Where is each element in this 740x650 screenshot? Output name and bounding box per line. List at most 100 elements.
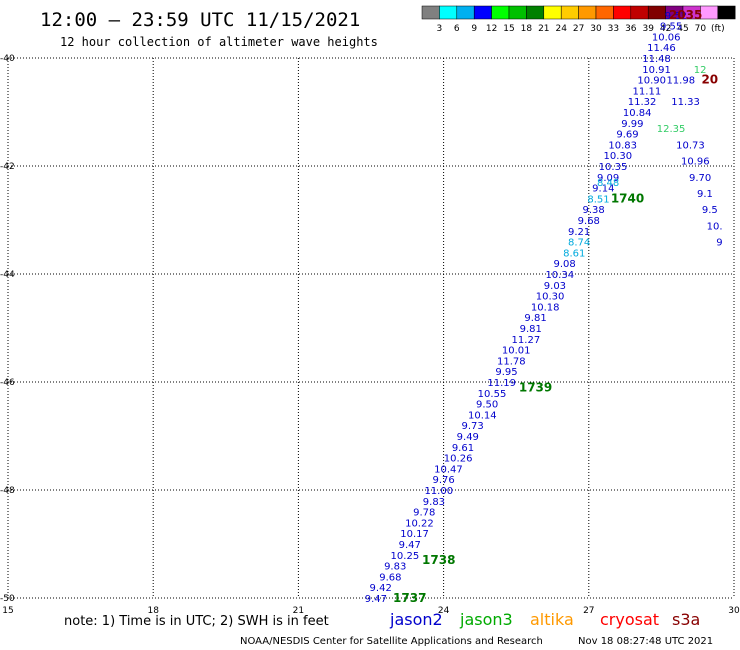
satellite-legend-item: jason3 xyxy=(459,610,513,629)
swh-value-label: 9.09 xyxy=(597,173,619,184)
swh-value-label: 10.35 xyxy=(599,162,628,173)
chart-title: 12:00 — 23:59 UTC 11/15/2021 xyxy=(40,9,360,31)
time-label: 2035 xyxy=(669,8,702,22)
swh-value-label: 11.98 xyxy=(666,76,695,87)
swh-value-label: 11.00 xyxy=(424,486,453,497)
swh-value-label: 9.99 xyxy=(621,119,643,130)
swh-value-label: 9.73 xyxy=(462,421,484,432)
swh-value-label: 12 xyxy=(694,65,707,76)
time-label: 1738 xyxy=(422,553,455,567)
swh-value-label: 10.30 xyxy=(536,292,565,303)
swh-value-label: 9.03 xyxy=(544,281,566,292)
grid xyxy=(7,57,735,599)
swh-value-label: 9.52 xyxy=(665,11,687,22)
color-swatch xyxy=(613,5,632,20)
swh-value-label: 10.18 xyxy=(531,302,560,313)
time-labels: 1737 1738 1739 1740 2035 20 xyxy=(393,8,718,605)
color-swatch xyxy=(439,5,458,20)
swh-value-label: 10.06 xyxy=(652,32,681,43)
swh-value-label: 11.78 xyxy=(497,356,526,367)
color-scale-label: 6 xyxy=(454,24,460,34)
swh-value-label: 10.55 xyxy=(478,389,507,400)
swh-value-label: 9.95 xyxy=(495,367,517,378)
color-swatch xyxy=(700,5,719,20)
swh-value-label: 11.32 xyxy=(628,97,657,108)
swh-value-label: 9.42 xyxy=(370,583,392,594)
swh-value-label: 9.78 xyxy=(413,508,435,519)
swh-value-label: 10.22 xyxy=(405,518,434,529)
color-scale-label: 30 xyxy=(590,24,602,34)
color-swatch xyxy=(491,5,510,20)
swh-value-label: 9.55 xyxy=(660,22,682,33)
y-tick-label: -50 xyxy=(0,594,15,604)
swh-value-label: 9.49 xyxy=(457,432,479,443)
swh-value-label: 10.84 xyxy=(623,108,652,119)
y-tick-label: -42 xyxy=(0,162,15,172)
swh-value-label: 10.96 xyxy=(681,157,710,168)
color-scale-label: 3 xyxy=(437,24,443,34)
swh-value-label: 11.33 xyxy=(671,97,700,108)
footer-note: note: 1) Time is in UTC; 2) SWH is in fe… xyxy=(64,614,329,629)
swh-value-label: 9.50 xyxy=(476,400,498,411)
color-swatch xyxy=(526,5,545,20)
x-tick-label: 24 xyxy=(438,606,450,616)
y-tick-label: -44 xyxy=(0,270,15,280)
swh-value-label: 11.27 xyxy=(512,335,541,346)
swh-value-label: 9.81 xyxy=(520,324,542,335)
satellite-legend-item: cryosat xyxy=(600,610,659,629)
swh-value-label: 8.51 xyxy=(587,194,609,205)
swh-value-label: 10.01 xyxy=(502,346,531,357)
swh-value-label: 10.73 xyxy=(676,140,705,151)
time-label: 20 xyxy=(701,73,718,87)
swh-value-label: 10.34 xyxy=(545,270,574,281)
color-scale-label: 39 xyxy=(642,24,654,34)
swh-value-label: 10.25 xyxy=(391,551,420,562)
y-tick-label: -46 xyxy=(0,378,15,388)
x-tick-label: 30 xyxy=(728,606,740,616)
color-swatch xyxy=(508,5,527,20)
color-scale-label: 12 xyxy=(486,24,497,34)
swh-value-label: 9.68 xyxy=(578,216,600,227)
swh-value-label: 9 xyxy=(716,238,722,249)
swh-value-label: 11.48 xyxy=(642,54,671,65)
swh-value-label: 10.17 xyxy=(400,529,429,540)
swh-value-label: 9.70 xyxy=(689,173,711,184)
swh-value-label: 10.91 xyxy=(642,65,671,76)
color-scale-label: (ft) xyxy=(711,24,725,34)
time-label: 1740 xyxy=(611,191,644,205)
y-tick-label: -48 xyxy=(0,486,15,496)
color-swatch xyxy=(473,5,492,20)
swh-value-label: 9.08 xyxy=(553,259,575,270)
color-swatch xyxy=(717,5,736,20)
color-scale-label: 18 xyxy=(521,24,533,34)
color-scale-label: 9 xyxy=(471,24,477,34)
color-scale-label: 42 xyxy=(660,24,671,34)
swh-value-label: 10.14 xyxy=(468,410,497,421)
satellite-legend-item: s3a xyxy=(672,610,700,629)
swh-value-label: 8.74 xyxy=(568,238,590,249)
time-label: 1739 xyxy=(519,380,552,394)
color-scale-legend: 3 6 9 12 15 18 21 24 27 30 33 36 39 42 45 70 (ft) xyxy=(421,5,736,34)
swh-value-label: 9.83 xyxy=(423,497,445,508)
chart-subtitle: 12 hour collection of altimeter wave hei… xyxy=(60,35,378,49)
swh-value-label: 9.61 xyxy=(452,443,474,454)
swh-value-label: 12.35 xyxy=(657,124,686,135)
satellite-legend: jason2 jason3 altika cryosat s3a xyxy=(389,610,700,629)
swh-value-label: 9.76 xyxy=(432,475,454,486)
swh-value-label: 9.1 xyxy=(697,189,713,200)
color-swatch xyxy=(543,5,562,20)
swh-value-label: 10. xyxy=(707,221,723,232)
swh-value-label: 8.48 xyxy=(597,178,619,189)
color-scale-label: 36 xyxy=(625,24,637,34)
color-swatch xyxy=(647,5,666,20)
swh-value-label: 10.83 xyxy=(608,140,637,151)
swh-value-label: 10.26 xyxy=(444,454,473,465)
swh-value-label: 9.68 xyxy=(379,572,401,583)
color-scale-label: 27 xyxy=(573,24,584,34)
color-scale-label: 21 xyxy=(538,24,549,34)
satellite-legend-item: altika xyxy=(530,610,574,629)
swh-value-label: 10.47 xyxy=(434,464,463,475)
color-scale-label: 33 xyxy=(608,24,619,34)
swh-value-label: 9.14 xyxy=(592,184,614,195)
